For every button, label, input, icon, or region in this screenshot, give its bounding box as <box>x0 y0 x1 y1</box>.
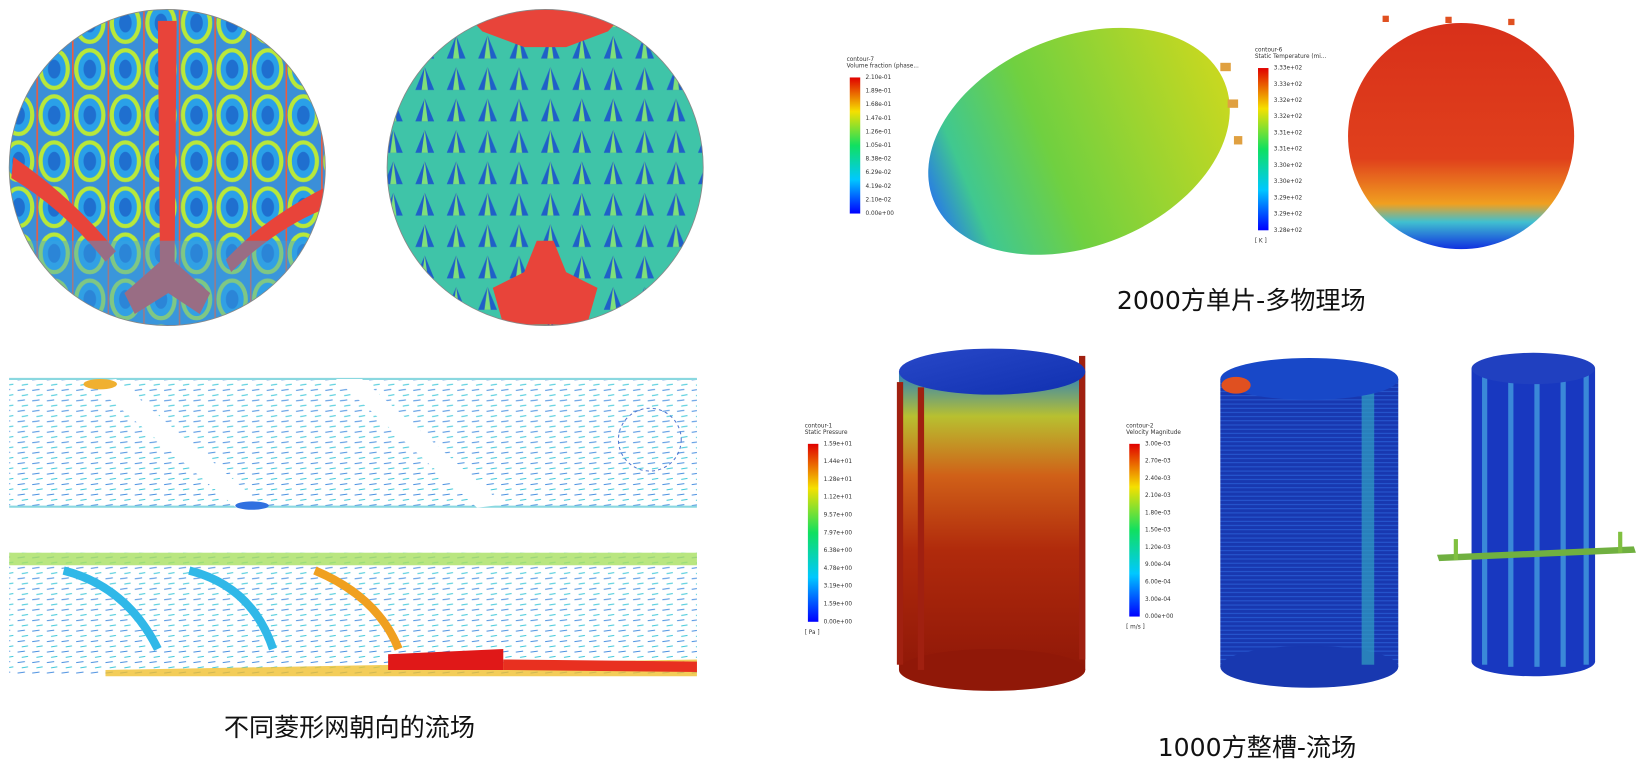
legend-tick: 7.97e+00 <box>824 530 853 536</box>
colorbar <box>1129 443 1140 617</box>
tank-structure <box>1437 352 1636 677</box>
legend-tick: 2.10e-03 <box>1145 493 1171 499</box>
legend-tick: 1.28e+01 <box>824 477 853 483</box>
legend-tick: 3.31e+02 <box>1274 147 1303 153</box>
legend-tick: 1.05e-01 <box>865 143 891 149</box>
legend-tick: 2.10e-01 <box>865 75 891 81</box>
legend-tick: 3.33e+02 <box>1274 66 1303 72</box>
legend-tick: 2.70e-03 <box>1145 459 1171 465</box>
mesh-contour-b <box>387 9 704 326</box>
legend-tick: 3.33e+02 <box>1274 82 1303 88</box>
legend-tick: 1.59e+01 <box>824 441 853 447</box>
slice-contour <box>928 27 1243 255</box>
flow-panel-a <box>9 376 697 510</box>
legend-tick: 1.80e-03 <box>1145 510 1171 516</box>
legend-quantity: Volume fraction (phase... <box>847 63 919 69</box>
legend-tick: 1.89e-01 <box>865 89 891 95</box>
legend-tick: 6.29e-02 <box>865 170 891 176</box>
legend-tick: 4.19e-02 <box>865 184 891 190</box>
colorbar <box>807 443 819 622</box>
legend-tick: 3.28e+02 <box>1274 228 1303 234</box>
caption: 2000方单片-多物理场 <box>1117 286 1366 315</box>
legend-name: contour-1 <box>805 424 833 430</box>
tank-pressure <box>896 348 1086 691</box>
caption: 1000方整槽-流场 <box>1158 733 1357 762</box>
legend-quantity: Static Pressure <box>805 430 848 436</box>
legend-tick: 3.29e+02 <box>1274 195 1303 201</box>
legend-tick: 8.38e-02 <box>865 157 891 163</box>
legend-tick: 3.30e+02 <box>1274 179 1303 185</box>
legend-tick: 1.50e-03 <box>1145 528 1171 534</box>
legend-tick: 3.00e-03 <box>1145 441 1171 447</box>
legend-tick: 6.38e+00 <box>824 548 853 554</box>
mesh-contour-a <box>9 9 326 326</box>
legend-unit: [ K ] <box>1255 238 1267 244</box>
legend-tick: 1.12e+01 <box>824 495 853 501</box>
legend-name: contour-6 <box>1255 48 1283 54</box>
legend-tick: 3.31e+02 <box>1274 130 1303 136</box>
legend-tick: 3.30e+02 <box>1274 163 1303 169</box>
legend-tick: 6.00e-04 <box>1145 580 1171 586</box>
colorbar <box>1258 68 1269 231</box>
tank-velocity <box>1220 358 1399 688</box>
legend-tick: 3.00e-04 <box>1145 597 1171 603</box>
legend-tick: 1.20e-03 <box>1145 545 1171 551</box>
colorbar <box>849 77 861 214</box>
legend-name: contour-2 <box>1126 424 1154 430</box>
outline <box>386 9 704 326</box>
legend-tick: 3.32e+02 <box>1274 98 1303 104</box>
legend-tick: 0.00e+00 <box>1145 614 1174 620</box>
caption: 不同菱形网朝向的流场 <box>224 713 475 742</box>
legend-tick: 1.44e+01 <box>824 459 853 465</box>
legend-unit: [ m/s ] <box>1126 625 1145 631</box>
legend-tick: 4.78e+00 <box>824 566 853 572</box>
flow-panel-b <box>9 552 697 677</box>
legend-tick: 9.00e-04 <box>1145 562 1171 568</box>
outline <box>8 9 326 326</box>
legend-tick: 1.47e-01 <box>865 116 891 122</box>
legend-unit: [ Pa ] <box>805 630 820 636</box>
legend-tick: 3.32e+02 <box>1274 114 1303 120</box>
legend-tick: 3.29e+02 <box>1274 212 1303 218</box>
temperature-contour <box>1348 15 1575 250</box>
legend-tick: 1.26e-01 <box>865 129 891 135</box>
legend-tick: 0.00e+00 <box>824 619 853 625</box>
legend-quantity: Velocity Magnitude <box>1126 430 1181 436</box>
legend-quantity: Static Temperature (mi... <box>1255 54 1327 60</box>
legend-tick: 2.40e-03 <box>1145 476 1171 482</box>
legend-tick: 0.00e+00 <box>865 211 894 217</box>
legend-tick: 2.10e-02 <box>865 197 891 203</box>
legend-name: contour-7 <box>847 57 875 63</box>
legend-tick: 9.57e+00 <box>824 513 853 519</box>
legend-tick: 1.68e-01 <box>865 102 891 108</box>
legend-tick: 3.19e+00 <box>824 584 853 590</box>
legend-tick: 1.59e+00 <box>824 601 853 607</box>
